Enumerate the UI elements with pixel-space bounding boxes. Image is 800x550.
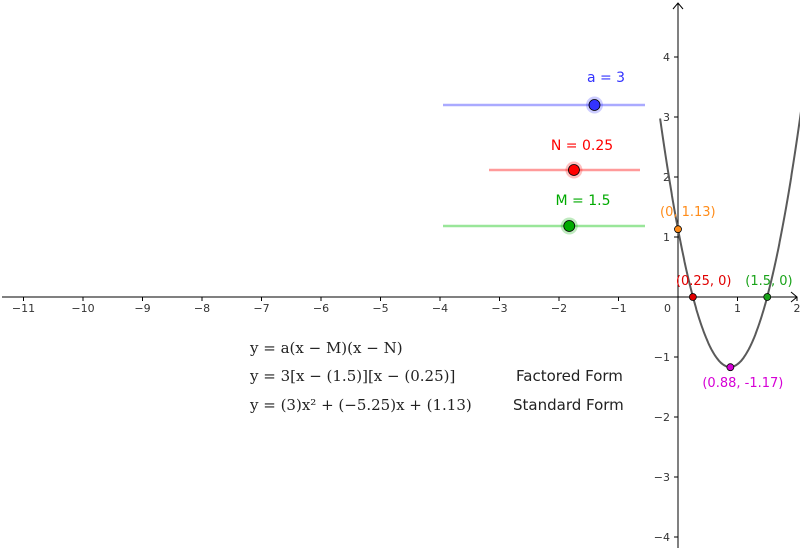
y-tick-label: −1	[654, 351, 670, 364]
standard-form-tag: Standard Form	[513, 396, 624, 414]
root-m-point[interactable]: (1.5, 0)	[745, 274, 793, 301]
y-tick-label: −3	[654, 471, 670, 484]
x-tick-label: −10	[71, 302, 94, 315]
equation-general: y = a(x − M)(x − N)	[249, 339, 403, 357]
x-tick-label: −9	[134, 302, 150, 315]
y-tick-label: 1	[663, 231, 670, 244]
vertex-label: (0.88, -1.17)	[702, 376, 783, 391]
y-tick-label: −2	[654, 411, 670, 424]
y-ticks: 4 3 2 1 −1 −2 −3 −4	[654, 51, 678, 544]
y-tick-label: 4	[663, 51, 670, 64]
x-tick-label: −6	[313, 302, 329, 315]
root-n-point[interactable]: (0.25, 0)	[676, 274, 732, 301]
x-tick-label: 1	[734, 302, 741, 315]
slider-n-label: N = 0.25	[551, 138, 613, 154]
x-tick-label: −8	[194, 302, 210, 315]
slider-n-knob[interactable]	[568, 164, 580, 176]
slider-n[interactable]: N = 0.25	[489, 138, 640, 179]
x-tick-label: −5	[372, 302, 388, 315]
x-tick-label: −1	[610, 302, 626, 315]
y-intercept-marker[interactable]	[674, 225, 682, 234]
y-tick-label: −4	[654, 531, 670, 544]
root-n-marker[interactable]	[688, 293, 697, 301]
y-tick-label: 2	[663, 171, 670, 184]
x-tick-label: −4	[432, 302, 448, 315]
special-points: (0, 1.13) (0.25, 0) (1.5, 0) (0.88, -1.17)	[660, 205, 793, 391]
y-intercept-point[interactable]: (0, 1.13)	[660, 205, 716, 234]
vertex-point[interactable]: (0.88, -1.17)	[702, 363, 783, 392]
y-axis-arrow	[672, 2, 684, 10]
x-tick-label: −2	[551, 302, 567, 315]
x-ticks: −11 −10 −9 −8 −7 −6 −5 −4 −3 −2 −1 1 2	[12, 297, 800, 315]
slider-a-knob[interactable]	[588, 99, 601, 111]
slider-m[interactable]: M = 1.5	[443, 193, 645, 235]
slider-a-label: a = 3	[587, 70, 625, 86]
x-tick-label: 2	[794, 302, 800, 315]
y-intercept-label: (0, 1.13)	[660, 205, 716, 220]
slider-a[interactable]: a = 3	[443, 70, 645, 114]
x-tick-label: −3	[491, 302, 507, 315]
equation-factored: y = 3[x − (1.5)][x − (0.25)]	[249, 367, 455, 385]
equation-standard: y = (3)x² + (−5.25)x + (1.13)	[249, 396, 472, 414]
slider-m-label: M = 1.5	[556, 193, 611, 209]
origin-label: 0	[664, 302, 671, 315]
sliders: a = 3 N = 0.25 M = 1.5	[443, 70, 645, 235]
x-tick-label: −7	[253, 302, 269, 315]
x-tick-label: −11	[12, 302, 35, 315]
root-m-marker[interactable]	[763, 293, 772, 301]
factored-form-tag: Factored Form	[516, 367, 623, 385]
equations-panel: y = a(x − M)(x − N) y = 3[x − (1.5)][x −…	[249, 339, 624, 414]
y-tick-label: 3	[663, 111, 670, 124]
slider-m-knob[interactable]	[563, 220, 576, 232]
root-n-label: (0.25, 0)	[676, 274, 732, 289]
root-m-label: (1.5, 0)	[745, 274, 792, 289]
parabola-curve[interactable]	[659, 27, 800, 368]
vertex-marker[interactable]	[726, 363, 735, 372]
